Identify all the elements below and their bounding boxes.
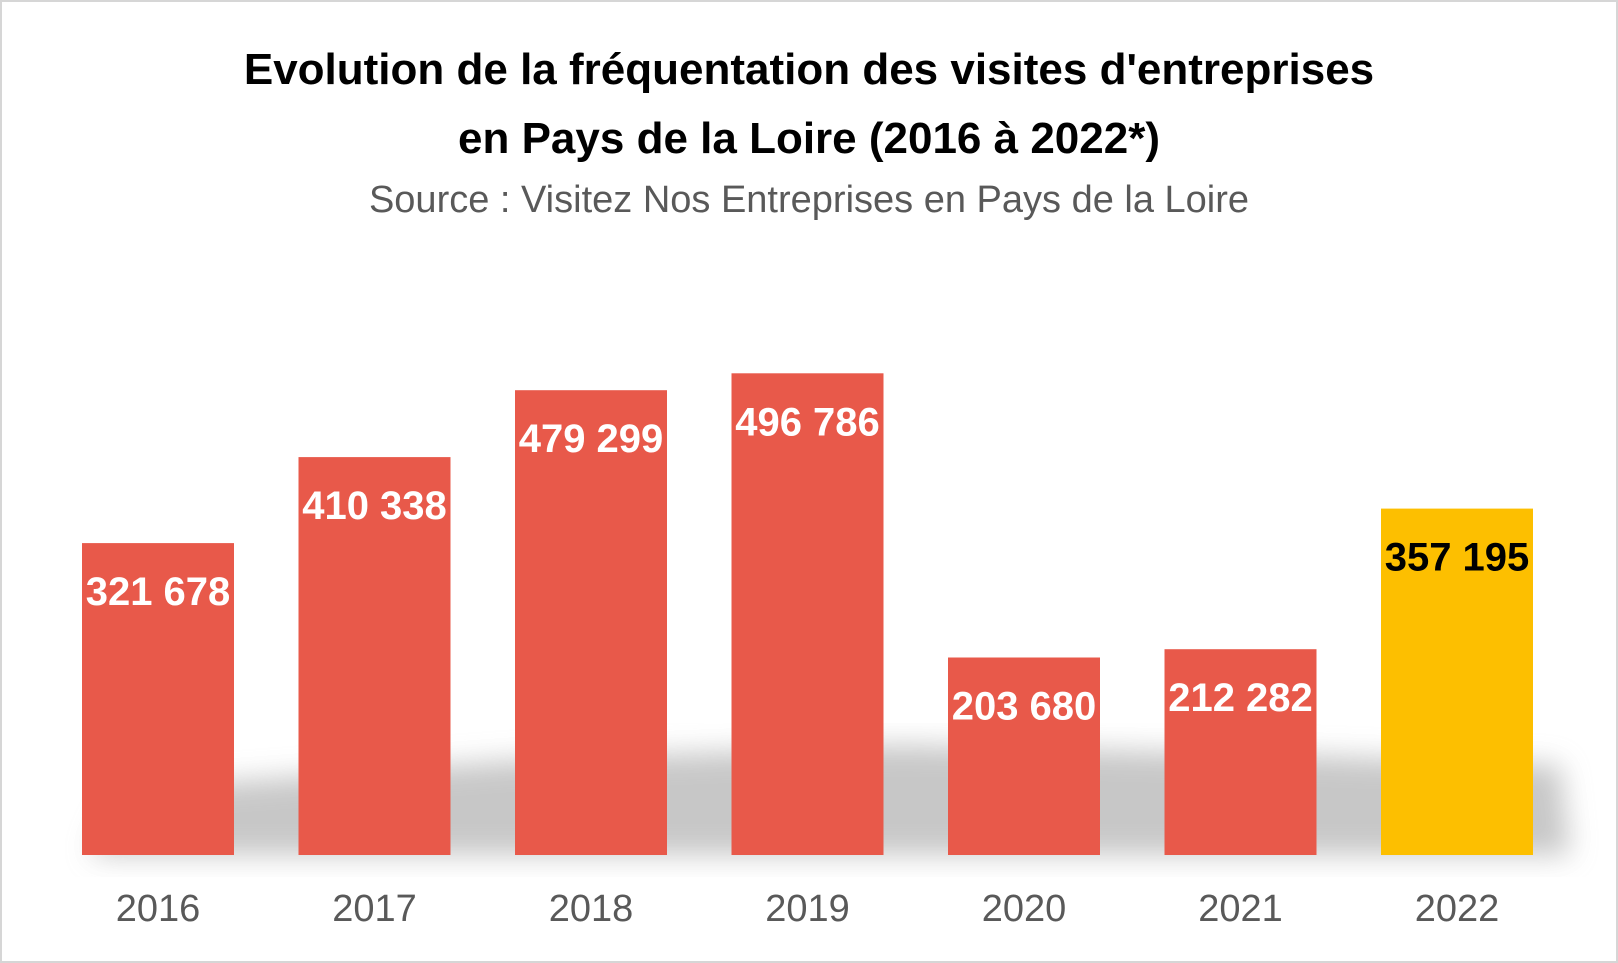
data-label-2022: 357 195: [1385, 536, 1530, 580]
bar-2021: [1164, 649, 1317, 855]
bars-layer: [82, 373, 1533, 855]
x-tick-2022: 2022: [1415, 888, 1500, 930]
chart-title-line2: en Pays de la Loire (2016 à 2022*): [458, 114, 1160, 163]
x-axis-ticks: 2016 2017 2018 2019 2020 2021 2022: [116, 888, 1500, 930]
x-tick-2020: 2020: [982, 888, 1067, 930]
bar-2017: [298, 457, 451, 855]
data-label-2020: 203 680: [952, 685, 1097, 729]
bar-2016: [82, 543, 234, 855]
chart-title: Evolution de la fréquentation des visite…: [243, 45, 1375, 94]
data-label-2018: 479 299: [519, 417, 664, 461]
x-tick-2019: 2019: [765, 888, 850, 930]
data-label-2016: 321 678: [86, 570, 231, 614]
data-label-2021: 212 282: [1168, 676, 1313, 720]
chart-subtitle: Source : Visitez Nos Entreprises en Pays…: [368, 179, 1250, 221]
bar-2018: [515, 390, 667, 855]
data-labels-layer: 321 678 410 338 479 299 496 786 203 680 212 2…: [86, 400, 1530, 728]
bar-2020: [948, 657, 1100, 855]
bar-2019: [731, 373, 884, 855]
bar-2022: [1381, 508, 1533, 855]
x-tick-2016: 2016: [116, 888, 201, 930]
x-tick-2021: 2021: [1198, 888, 1283, 930]
data-label-2019: 496 786: [735, 400, 880, 444]
x-tick-2018: 2018: [549, 888, 634, 930]
x-tick-2017: 2017: [332, 888, 417, 930]
data-label-2017: 410 338: [302, 484, 447, 528]
